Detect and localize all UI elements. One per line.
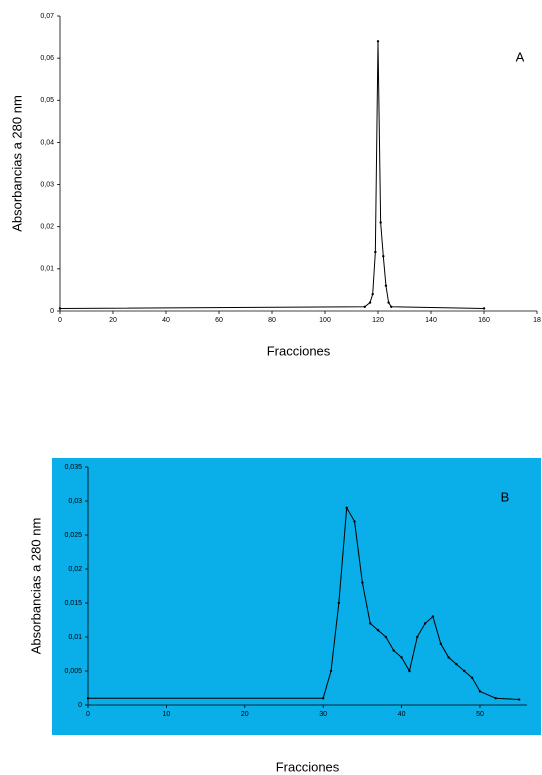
- x-tick-label: 50: [476, 711, 484, 718]
- data-point: [369, 622, 372, 625]
- data-point: [376, 40, 380, 43]
- annotation: A: [516, 49, 525, 64]
- data-point: [374, 250, 377, 254]
- data-point: [321, 697, 325, 700]
- x-tick-label: 20: [109, 317, 117, 324]
- data-point: [439, 642, 442, 645]
- data-point: [387, 301, 390, 304]
- data-point: [384, 284, 388, 287]
- data-point: [455, 663, 458, 666]
- data-point: [482, 307, 486, 310]
- data-point: [382, 255, 385, 258]
- x-tick-label: 40: [162, 317, 170, 324]
- data-point: [416, 635, 419, 639]
- x-tick-label: 30: [319, 711, 327, 718]
- y-tick-label: 0,015: [64, 600, 82, 607]
- y-tick-label: 0,01: [68, 634, 82, 641]
- data-point: [86, 697, 90, 700]
- y-tick-label: 0,01: [40, 266, 54, 273]
- y-tick-label: 0,05: [40, 97, 54, 104]
- y-tick-label: 0,07: [40, 13, 54, 20]
- x-axis-label: Fracciones: [276, 759, 340, 774]
- x-axis-label: Fracciones: [267, 343, 331, 358]
- data-point: [361, 581, 364, 584]
- x-tick-label: 120: [372, 317, 384, 324]
- x-tick-label: 18: [533, 317, 541, 324]
- data-point: [431, 615, 435, 618]
- y-tick-label: 0,02: [68, 566, 82, 573]
- data-point: [376, 629, 380, 632]
- y-tick-label: 0: [78, 702, 82, 709]
- y-tick-label: 0: [50, 308, 54, 315]
- x-tick-label: 10: [162, 711, 170, 718]
- data-point: [423, 622, 427, 625]
- data-point: [384, 635, 388, 639]
- x-tick-label: 100: [319, 317, 331, 324]
- data-point: [494, 697, 497, 700]
- annotation: B: [501, 489, 510, 504]
- x-tick-label: 160: [478, 317, 490, 324]
- x-tick-label: 0: [86, 711, 90, 718]
- data-point: [371, 292, 374, 296]
- data-point: [337, 601, 341, 605]
- x-tick-label: 0: [58, 317, 62, 324]
- data-point: [329, 669, 333, 673]
- data-point: [408, 669, 411, 673]
- data-point: [470, 676, 474, 679]
- data-line: [88, 506, 520, 701]
- y-tick-label: 0,03: [40, 181, 54, 188]
- data-point: [400, 656, 403, 659]
- data-point: [478, 690, 482, 693]
- y-axis-label: Absorbancias a 280 nm: [28, 518, 43, 655]
- data-point: [363, 305, 366, 308]
- data-point: [368, 301, 372, 304]
- y-tick-label: 0,005: [64, 668, 82, 675]
- x-tick-label: 40: [398, 711, 406, 718]
- y-tick-label: 0,02: [40, 224, 54, 231]
- y-axis-label: Absorbancias a 280 nm: [9, 95, 24, 232]
- y-tick-label: 0,03: [68, 498, 82, 505]
- data-point: [517, 698, 521, 701]
- data-point: [345, 506, 348, 509]
- x-tick-label: 80: [268, 317, 276, 324]
- y-tick-label: 0,04: [40, 139, 54, 146]
- data-point: [447, 656, 450, 659]
- data-point: [58, 307, 62, 310]
- y-tick-label: 0,035: [64, 464, 82, 471]
- data-point: [463, 669, 466, 673]
- data-line: [59, 41, 485, 309]
- y-tick-label: 0,06: [40, 55, 54, 62]
- y-tick-label: 0,025: [64, 532, 82, 539]
- data-point: [353, 520, 356, 523]
- x-tick-label: 20: [241, 711, 249, 718]
- data-point: [390, 305, 393, 308]
- x-tick-label: 140: [425, 317, 437, 324]
- x-tick-label: 60: [215, 317, 223, 324]
- data-point: [379, 221, 382, 224]
- data-point: [392, 649, 395, 652]
- plot-background: [52, 458, 541, 735]
